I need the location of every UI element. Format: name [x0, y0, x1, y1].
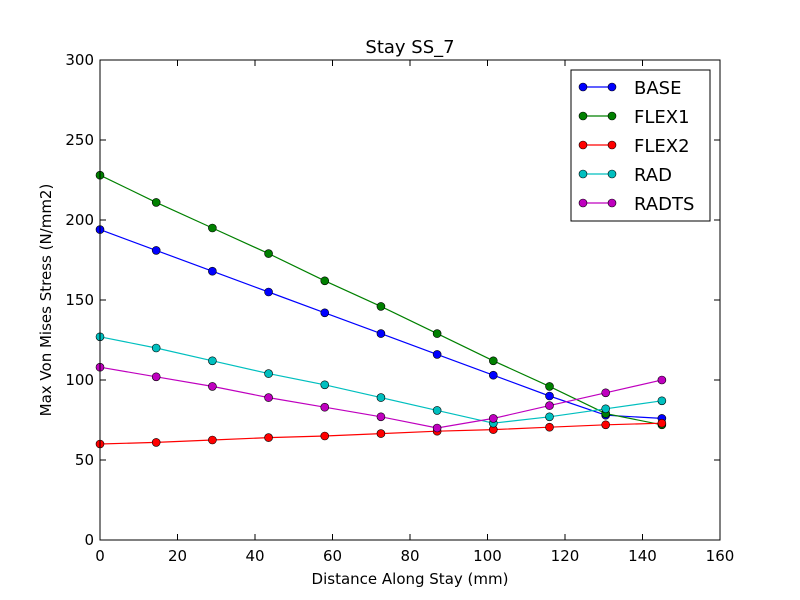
y-tick-label: 300	[65, 51, 94, 69]
x-tick-label: 160	[706, 547, 735, 565]
legend-swatch-marker	[578, 82, 588, 92]
data-point-rad	[376, 393, 386, 402]
x-tick-label: 20	[168, 547, 187, 565]
y-axis-label: Max Von Mises Stress (N/mm2)	[37, 184, 55, 417]
y-tick-label: 50	[75, 451, 94, 469]
series-layer	[95, 170, 667, 449]
y-tick-label: 0	[84, 531, 94, 549]
x-tick-label: 40	[245, 547, 264, 565]
legend-label-rad: RAD	[634, 165, 672, 186]
x-axis-ticks: 0 20 40 60 80 100 120 140 160	[95, 60, 734, 565]
series-rad	[95, 332, 667, 428]
data-point-flex1	[432, 329, 442, 338]
data-point-base	[376, 329, 386, 338]
y-tick-label: 150	[65, 291, 94, 309]
data-point-radts	[601, 388, 610, 398]
series-radts	[95, 362, 667, 433]
data-point-radts	[489, 414, 498, 423]
data-point-flex1	[489, 356, 498, 366]
y-axis-ticks: 0 50 100 150 200 250 300	[65, 51, 720, 549]
data-point-rad	[151, 343, 161, 353]
legend-swatch-marker	[607, 169, 617, 179]
data-point-base	[432, 350, 442, 359]
data-point-base	[320, 308, 330, 318]
data-point-flex2	[151, 438, 161, 447]
data-point-rad	[208, 356, 217, 366]
legend-swatch-marker	[578, 111, 588, 121]
data-point-rad	[264, 369, 273, 378]
y-tick-label: 200	[65, 211, 94, 229]
x-tick-label: 80	[400, 547, 419, 565]
data-point-radts	[432, 423, 442, 433]
legend-swatch-marker	[578, 140, 588, 150]
data-point-flex2	[320, 431, 330, 441]
data-point-base	[208, 266, 217, 276]
data-point-flex1	[545, 382, 554, 391]
data-point-flex1	[264, 249, 273, 258]
legend-swatch-marker	[607, 198, 617, 208]
data-point-flex2	[264, 433, 273, 442]
x-axis-label: Distance Along Stay (mm)	[312, 570, 509, 588]
data-point-radts	[320, 402, 330, 412]
series-base	[95, 225, 667, 423]
y-tick-label: 100	[65, 371, 94, 389]
x-tick-label: 120	[551, 547, 580, 565]
data-point-rad	[545, 412, 554, 422]
data-point-flex2	[657, 418, 667, 428]
y-tick-label: 250	[65, 131, 94, 149]
legend-item-flex1: FLEX1	[578, 107, 690, 128]
data-point-radts	[208, 382, 217, 391]
data-point-rad	[657, 396, 667, 406]
data-point-base	[545, 391, 554, 401]
data-point-radts	[657, 375, 667, 385]
data-point-rad	[320, 380, 330, 390]
data-point-flex2	[545, 422, 554, 432]
data-point-radts	[151, 372, 161, 382]
data-point-radts	[376, 412, 386, 422]
data-point-rad	[432, 406, 442, 415]
chart-title: Stay SS_7	[365, 37, 454, 58]
x-tick-label: 100	[473, 547, 502, 565]
data-point-rad	[601, 404, 610, 414]
data-point-flex1	[151, 198, 161, 207]
x-tick-label: 0	[95, 547, 105, 565]
legend-label-radts: RADTS	[634, 194, 694, 215]
x-tick-label: 140	[628, 547, 657, 565]
legend: BASE FLEX1 FLEX2 RAD RADTS	[570, 69, 711, 222]
x-tick-label: 60	[323, 547, 342, 565]
data-point-flex1	[320, 276, 330, 286]
legend-swatch-marker	[578, 198, 588, 208]
data-point-base	[264, 287, 273, 297]
legend-swatch-marker	[607, 140, 617, 150]
data-point-flex1	[376, 302, 386, 311]
data-point-flex1	[208, 223, 217, 233]
legend-item-flex2: FLEX2	[578, 136, 690, 157]
data-point-flex2	[376, 429, 386, 438]
legend-label-flex2: FLEX2	[634, 136, 690, 157]
legend-swatch-marker	[607, 82, 617, 92]
legend-swatch-marker	[607, 111, 617, 121]
data-point-flex2	[601, 420, 610, 430]
data-point-radts	[264, 393, 273, 402]
legend-swatch-marker	[578, 169, 588, 179]
data-point-radts	[545, 401, 554, 410]
legend-item-rad: RAD	[578, 165, 672, 186]
data-point-base	[489, 370, 498, 380]
legend-label-flex1: FLEX1	[634, 107, 690, 128]
legend-label-base: BASE	[634, 78, 681, 99]
legend-item-radts: RADTS	[578, 194, 694, 215]
data-point-flex2	[208, 435, 217, 445]
data-point-base	[151, 246, 161, 255]
legend-item-base: BASE	[578, 78, 681, 99]
